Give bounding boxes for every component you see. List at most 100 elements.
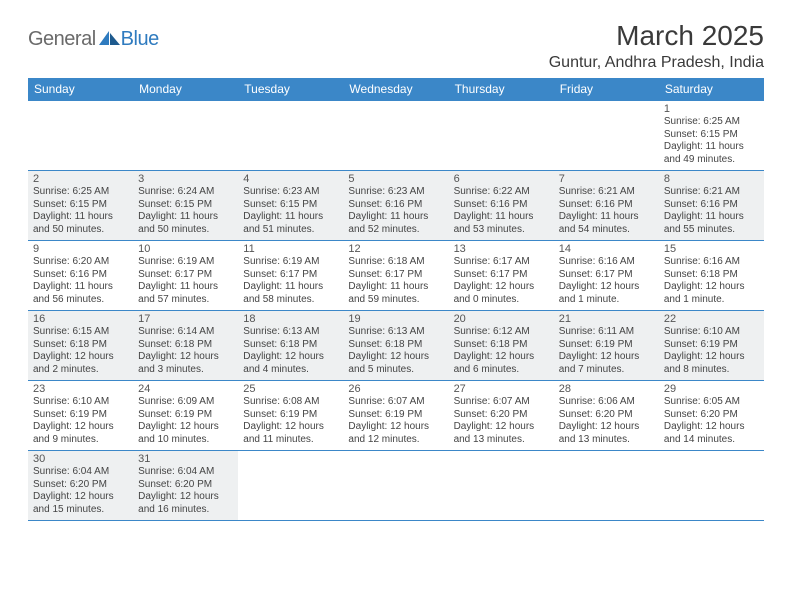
day-info: Sunrise: 6:25 AMSunset: 6:15 PMDaylight:… (664, 116, 760, 166)
day-cell-11: 11Sunrise: 6:19 AMSunset: 6:17 PMDayligh… (238, 241, 343, 310)
day-number: 3 (138, 173, 234, 185)
sunset-text: Sunset: 6:16 PM (664, 199, 760, 212)
weekday-sunday: Sunday (28, 78, 133, 101)
week-row: 1Sunrise: 6:25 AMSunset: 6:15 PMDaylight… (28, 101, 764, 171)
sunset-text: Sunset: 6:15 PM (33, 199, 129, 212)
sunrise-text: Sunrise: 6:15 AM (33, 326, 129, 339)
day-info: Sunrise: 6:08 AMSunset: 6:19 PMDaylight:… (243, 396, 339, 446)
calendar: SundayMondayTuesdayWednesdayThursdayFrid… (28, 78, 764, 521)
day-cell-empty (238, 451, 343, 520)
sunrise-text: Sunrise: 6:13 AM (348, 326, 444, 339)
sunset-text: Sunset: 6:20 PM (454, 409, 550, 422)
header: General Blue March 2025 Guntur, Andhra P… (28, 20, 764, 72)
day-number: 13 (454, 243, 550, 255)
sunset-text: Sunset: 6:19 PM (33, 409, 129, 422)
sunset-text: Sunset: 6:16 PM (454, 199, 550, 212)
day-number: 9 (33, 243, 129, 255)
weekday-wednesday: Wednesday (343, 78, 448, 101)
day-info: Sunrise: 6:04 AMSunset: 6:20 PMDaylight:… (33, 466, 129, 516)
day-number: 22 (664, 313, 760, 325)
week-row: 9Sunrise: 6:20 AMSunset: 6:16 PMDaylight… (28, 241, 764, 311)
sunrise-text: Sunrise: 6:13 AM (243, 326, 339, 339)
sunrise-text: Sunrise: 6:19 AM (243, 256, 339, 269)
day-number: 15 (664, 243, 760, 255)
day-cell-empty (449, 101, 554, 170)
week-row: 23Sunrise: 6:10 AMSunset: 6:19 PMDayligh… (28, 381, 764, 451)
daylight-text: Daylight: 12 hours and 3 minutes. (138, 351, 234, 376)
daylight-text: Daylight: 12 hours and 14 minutes. (664, 421, 760, 446)
day-number: 24 (138, 383, 234, 395)
day-cell-6: 6Sunrise: 6:22 AMSunset: 6:16 PMDaylight… (449, 171, 554, 240)
day-info: Sunrise: 6:19 AMSunset: 6:17 PMDaylight:… (138, 256, 234, 306)
sunset-text: Sunset: 6:15 PM (243, 199, 339, 212)
daylight-text: Daylight: 12 hours and 5 minutes. (348, 351, 444, 376)
day-info: Sunrise: 6:09 AMSunset: 6:19 PMDaylight:… (138, 396, 234, 446)
day-cell-28: 28Sunrise: 6:06 AMSunset: 6:20 PMDayligh… (554, 381, 659, 450)
sunrise-text: Sunrise: 6:11 AM (559, 326, 655, 339)
day-info: Sunrise: 6:23 AMSunset: 6:15 PMDaylight:… (243, 186, 339, 236)
day-number: 7 (559, 173, 655, 185)
sunrise-text: Sunrise: 6:25 AM (33, 186, 129, 199)
day-cell-21: 21Sunrise: 6:11 AMSunset: 6:19 PMDayligh… (554, 311, 659, 380)
sunrise-text: Sunrise: 6:08 AM (243, 396, 339, 409)
day-number: 11 (243, 243, 339, 255)
day-cell-3: 3Sunrise: 6:24 AMSunset: 6:15 PMDaylight… (133, 171, 238, 240)
daylight-text: Daylight: 12 hours and 13 minutes. (454, 421, 550, 446)
day-info: Sunrise: 6:13 AMSunset: 6:18 PMDaylight:… (348, 326, 444, 376)
daylight-text: Daylight: 11 hours and 53 minutes. (454, 211, 550, 236)
day-info: Sunrise: 6:21 AMSunset: 6:16 PMDaylight:… (559, 186, 655, 236)
day-number: 5 (348, 173, 444, 185)
daylight-text: Daylight: 12 hours and 15 minutes. (33, 491, 129, 516)
day-info: Sunrise: 6:21 AMSunset: 6:16 PMDaylight:… (664, 186, 760, 236)
day-cell-1: 1Sunrise: 6:25 AMSunset: 6:15 PMDaylight… (659, 101, 764, 170)
day-cell-12: 12Sunrise: 6:18 AMSunset: 6:17 PMDayligh… (343, 241, 448, 310)
day-info: Sunrise: 6:16 AMSunset: 6:18 PMDaylight:… (664, 256, 760, 306)
sunset-text: Sunset: 6:18 PM (664, 269, 760, 282)
daylight-text: Daylight: 12 hours and 13 minutes. (559, 421, 655, 446)
sunrise-text: Sunrise: 6:22 AM (454, 186, 550, 199)
daylight-text: Daylight: 12 hours and 7 minutes. (559, 351, 655, 376)
day-cell-empty (28, 101, 133, 170)
day-cell-16: 16Sunrise: 6:15 AMSunset: 6:18 PMDayligh… (28, 311, 133, 380)
day-number: 20 (454, 313, 550, 325)
daylight-text: Daylight: 12 hours and 12 minutes. (348, 421, 444, 446)
sunset-text: Sunset: 6:17 PM (454, 269, 550, 282)
day-info: Sunrise: 6:17 AMSunset: 6:17 PMDaylight:… (454, 256, 550, 306)
sunrise-text: Sunrise: 6:10 AM (33, 396, 129, 409)
sunrise-text: Sunrise: 6:19 AM (138, 256, 234, 269)
logo-text-1: General (28, 28, 96, 51)
day-info: Sunrise: 6:10 AMSunset: 6:19 PMDaylight:… (664, 326, 760, 376)
sunset-text: Sunset: 6:15 PM (138, 199, 234, 212)
day-cell-30: 30Sunrise: 6:04 AMSunset: 6:20 PMDayligh… (28, 451, 133, 520)
sunset-text: Sunset: 6:17 PM (243, 269, 339, 282)
sunrise-text: Sunrise: 6:06 AM (559, 396, 655, 409)
sunset-text: Sunset: 6:17 PM (559, 269, 655, 282)
daylight-text: Daylight: 11 hours and 50 minutes. (33, 211, 129, 236)
day-number: 19 (348, 313, 444, 325)
day-cell-26: 26Sunrise: 6:07 AMSunset: 6:19 PMDayligh… (343, 381, 448, 450)
daylight-text: Daylight: 12 hours and 6 minutes. (454, 351, 550, 376)
day-number: 4 (243, 173, 339, 185)
day-number: 8 (664, 173, 760, 185)
sunset-text: Sunset: 6:18 PM (243, 339, 339, 352)
sunset-text: Sunset: 6:17 PM (138, 269, 234, 282)
day-cell-25: 25Sunrise: 6:08 AMSunset: 6:19 PMDayligh… (238, 381, 343, 450)
daylight-text: Daylight: 11 hours and 50 minutes. (138, 211, 234, 236)
daylight-text: Daylight: 11 hours and 56 minutes. (33, 281, 129, 306)
day-number: 26 (348, 383, 444, 395)
day-cell-5: 5Sunrise: 6:23 AMSunset: 6:16 PMDaylight… (343, 171, 448, 240)
day-info: Sunrise: 6:15 AMSunset: 6:18 PMDaylight:… (33, 326, 129, 376)
sunset-text: Sunset: 6:19 PM (559, 339, 655, 352)
sunset-text: Sunset: 6:16 PM (559, 199, 655, 212)
day-number: 10 (138, 243, 234, 255)
location: Guntur, Andhra Pradesh, India (549, 54, 764, 72)
day-cell-22: 22Sunrise: 6:10 AMSunset: 6:19 PMDayligh… (659, 311, 764, 380)
day-cell-19: 19Sunrise: 6:13 AMSunset: 6:18 PMDayligh… (343, 311, 448, 380)
sunrise-text: Sunrise: 6:07 AM (454, 396, 550, 409)
daylight-text: Daylight: 11 hours and 59 minutes. (348, 281, 444, 306)
sunrise-text: Sunrise: 6:24 AM (138, 186, 234, 199)
daylight-text: Daylight: 11 hours and 54 minutes. (559, 211, 655, 236)
day-info: Sunrise: 6:07 AMSunset: 6:19 PMDaylight:… (348, 396, 444, 446)
sunset-text: Sunset: 6:18 PM (138, 339, 234, 352)
sunrise-text: Sunrise: 6:21 AM (559, 186, 655, 199)
